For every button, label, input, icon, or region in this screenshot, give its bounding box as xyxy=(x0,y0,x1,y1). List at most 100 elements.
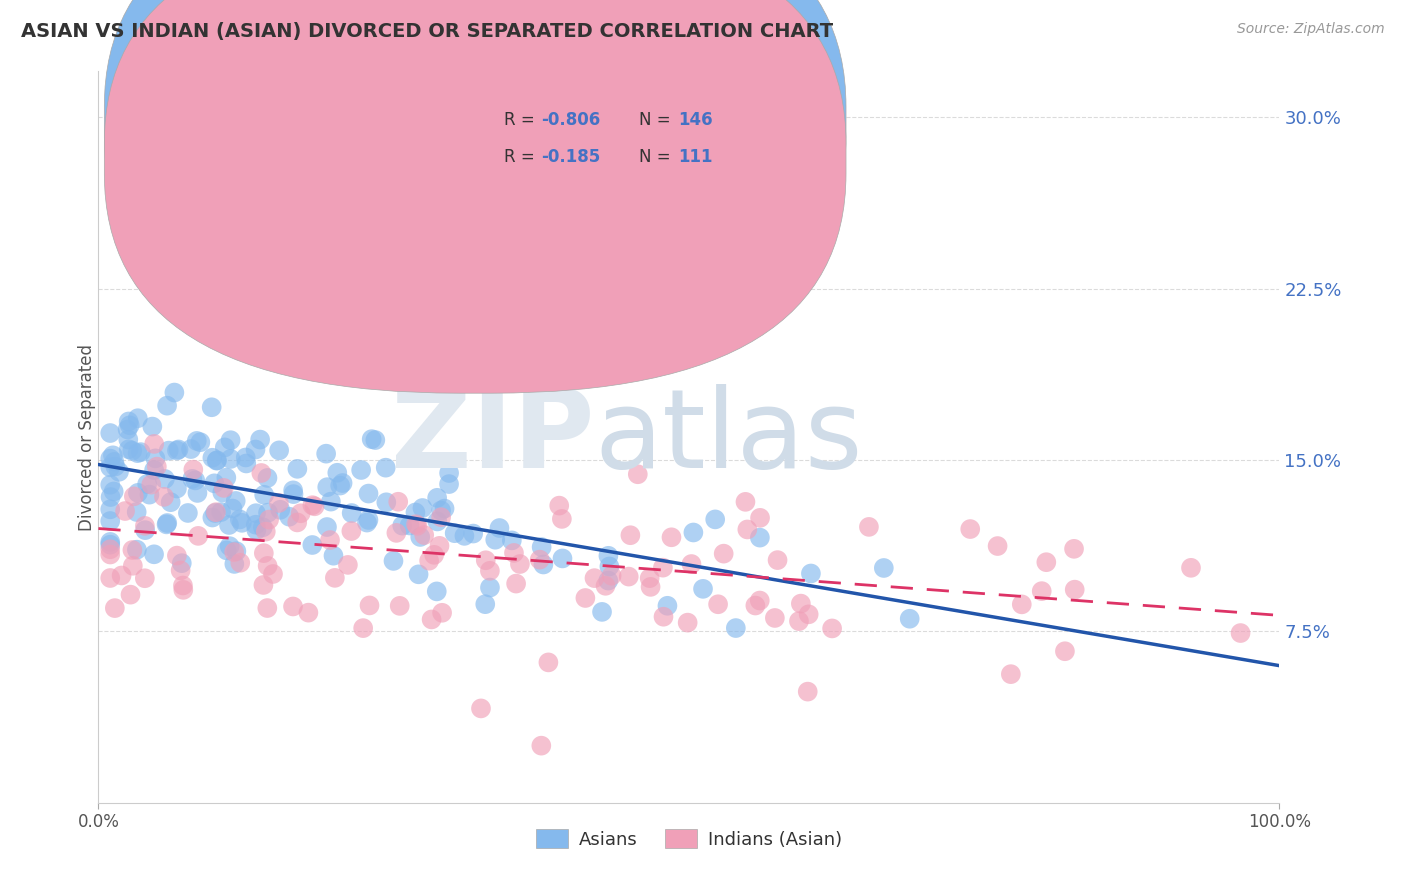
Point xyxy=(134,571,156,585)
Point xyxy=(118,442,141,457)
Point xyxy=(529,552,551,566)
Point xyxy=(682,525,704,540)
Point xyxy=(283,487,305,501)
Point xyxy=(873,561,896,575)
Point xyxy=(205,505,228,519)
Point xyxy=(143,463,166,477)
Point xyxy=(215,470,238,484)
Point xyxy=(595,579,617,593)
Point xyxy=(205,453,228,467)
Text: N =: N = xyxy=(640,112,676,129)
Point xyxy=(478,564,501,578)
Point xyxy=(340,524,363,538)
Point xyxy=(159,495,181,509)
Point xyxy=(172,578,194,592)
Point xyxy=(141,477,163,491)
Point xyxy=(352,621,374,635)
Point xyxy=(598,574,620,588)
Point xyxy=(437,466,460,480)
Point xyxy=(800,566,823,581)
Point xyxy=(375,495,398,509)
Point xyxy=(257,506,280,520)
Point xyxy=(235,450,257,465)
Point xyxy=(638,571,661,585)
Point xyxy=(748,593,770,607)
Point xyxy=(177,506,200,520)
Point xyxy=(474,597,496,611)
Point xyxy=(110,568,132,582)
Point xyxy=(692,582,714,596)
Point xyxy=(104,459,127,474)
Point xyxy=(453,529,475,543)
Point xyxy=(1031,584,1053,599)
Point xyxy=(332,476,354,491)
Point xyxy=(155,517,177,532)
Point xyxy=(201,401,224,415)
Point xyxy=(724,621,747,635)
Point xyxy=(551,512,574,526)
Legend: Asians, Indians (Asian): Asians, Indians (Asian) xyxy=(529,822,849,856)
Point xyxy=(619,528,641,542)
Point xyxy=(145,451,167,466)
Point xyxy=(651,560,673,574)
Point xyxy=(249,433,271,447)
Point xyxy=(212,481,235,495)
Point xyxy=(796,684,818,698)
Point xyxy=(117,414,139,428)
Point xyxy=(737,523,759,537)
Point xyxy=(1000,667,1022,681)
Point xyxy=(186,434,208,448)
FancyBboxPatch shape xyxy=(104,0,846,357)
Point xyxy=(790,597,813,611)
Point xyxy=(548,499,571,513)
Text: N =: N = xyxy=(640,148,676,166)
Point xyxy=(301,498,323,512)
Point xyxy=(153,490,176,504)
Point xyxy=(463,526,485,541)
Text: ZIP: ZIP xyxy=(391,384,595,491)
Point xyxy=(1063,582,1085,597)
Point xyxy=(181,463,204,477)
Point xyxy=(304,500,326,514)
Point xyxy=(114,504,136,518)
Text: 146: 146 xyxy=(678,112,713,129)
Point xyxy=(245,523,267,537)
Point xyxy=(224,557,246,571)
Point xyxy=(180,442,202,456)
Point xyxy=(143,547,166,561)
Point xyxy=(269,443,291,458)
Point xyxy=(166,482,188,496)
FancyBboxPatch shape xyxy=(104,0,846,393)
Point xyxy=(501,533,523,548)
Point xyxy=(98,571,121,585)
Point xyxy=(127,446,149,460)
Point xyxy=(281,483,304,498)
Point xyxy=(252,520,274,534)
Point xyxy=(409,530,432,544)
Text: atlas: atlas xyxy=(595,384,863,491)
Point xyxy=(858,520,880,534)
Point xyxy=(704,512,727,526)
Point xyxy=(474,553,496,567)
Point xyxy=(181,472,204,486)
Point xyxy=(136,477,159,491)
Text: R =: R = xyxy=(503,148,540,166)
Point xyxy=(413,528,436,542)
Point xyxy=(229,556,252,570)
Point xyxy=(326,466,349,480)
Point xyxy=(254,524,277,539)
Point xyxy=(1011,598,1033,612)
Point xyxy=(127,486,149,500)
Point xyxy=(426,515,449,529)
Point xyxy=(225,494,247,508)
Point xyxy=(134,519,156,533)
Point xyxy=(125,542,148,557)
Text: R =: R = xyxy=(503,112,540,129)
Text: ASIAN VS INDIAN (ASIAN) DIVORCED OR SEPARATED CORRELATION CHART: ASIAN VS INDIAN (ASIAN) DIVORCED OR SEPA… xyxy=(21,22,834,41)
Point xyxy=(186,486,208,500)
Point xyxy=(531,558,554,572)
Point xyxy=(443,526,465,541)
Point xyxy=(98,502,121,516)
Point xyxy=(98,535,121,549)
Point xyxy=(657,599,679,613)
